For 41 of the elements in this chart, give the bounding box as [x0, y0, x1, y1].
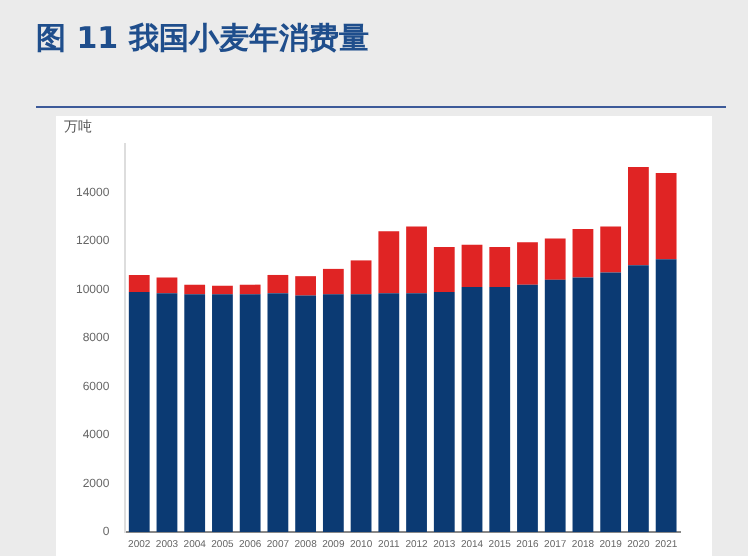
bar — [433, 247, 455, 292]
bar — [655, 259, 677, 532]
bar — [406, 293, 427, 532]
bar — [350, 294, 372, 532]
bar — [378, 293, 400, 532]
bar — [406, 226, 427, 294]
bar — [295, 276, 317, 296]
bar — [128, 274, 150, 292]
bar — [239, 284, 261, 295]
bar — [628, 265, 649, 532]
bar — [544, 279, 566, 532]
bar — [378, 231, 400, 294]
bar — [655, 173, 677, 260]
bar — [184, 284, 206, 295]
bar — [267, 274, 289, 294]
bar — [156, 277, 178, 294]
bar — [572, 228, 594, 278]
bar — [517, 284, 538, 532]
bar — [572, 277, 594, 532]
bar — [128, 291, 150, 532]
bar — [267, 293, 289, 532]
bar — [295, 295, 317, 532]
bar — [517, 242, 538, 285]
bar — [461, 244, 483, 288]
bar — [544, 238, 566, 280]
bar — [600, 272, 622, 532]
bar — [322, 294, 344, 532]
bar — [184, 294, 206, 532]
bar — [600, 226, 622, 273]
bar — [461, 287, 483, 532]
bar — [212, 285, 233, 295]
bar — [212, 294, 233, 532]
bar — [489, 287, 511, 532]
bar — [239, 294, 261, 532]
chart-title: 图 11 我国小麦年消费量 — [36, 20, 369, 58]
bar — [489, 247, 511, 288]
bar — [322, 268, 344, 295]
bar — [628, 167, 649, 266]
bar — [156, 293, 178, 532]
bar — [433, 291, 455, 532]
bar — [350, 260, 372, 295]
